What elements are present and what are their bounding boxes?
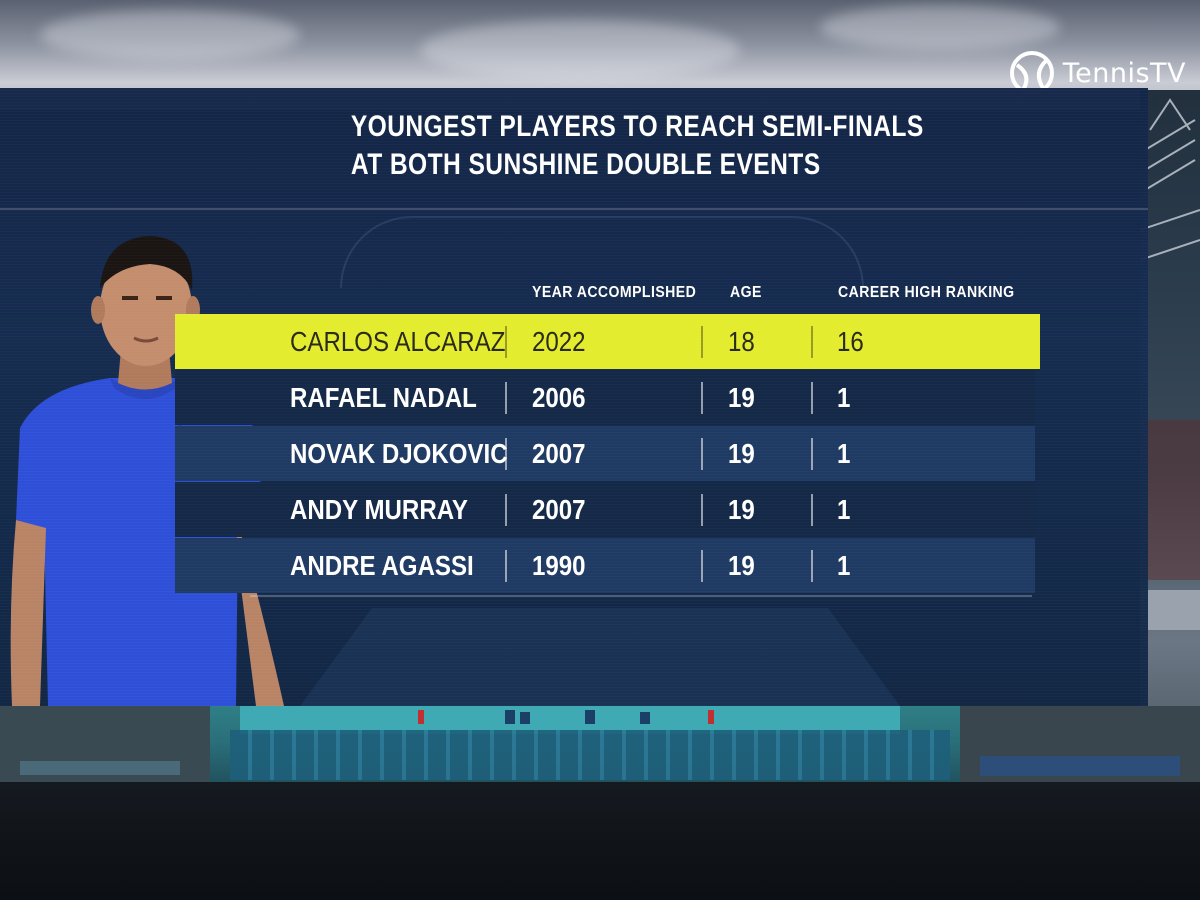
row-age: 19 xyxy=(728,494,755,525)
jumbotron-screen: YOUNGEST PLAYERS TO REACH SEMI-FINALS AT… xyxy=(0,88,1148,706)
row-year: 2022 xyxy=(532,326,586,357)
title-line-2: AT BOTH SUNSHINE DOUBLE EVENTS xyxy=(350,148,821,181)
row-age: 19 xyxy=(728,382,755,413)
stadium-stands xyxy=(230,730,950,780)
row-age: 19 xyxy=(728,438,755,469)
row-player: CARLOS ALCARAZ xyxy=(290,326,506,357)
stadium-structure xyxy=(1139,90,1200,780)
row-ranking: 1 xyxy=(837,382,851,413)
row-year: 1990 xyxy=(532,550,586,581)
tennis-tv-logo: TennisTV xyxy=(1009,48,1186,98)
row-year: 2007 xyxy=(532,494,586,525)
row-ranking: 1 xyxy=(837,438,851,469)
table-row: RAFAEL NADAL 2006 19 1 xyxy=(175,370,1035,425)
background-arch xyxy=(340,216,864,288)
row-player: ANDY MURRAY xyxy=(290,494,468,525)
table-row-highlighted: CARLOS ALCARAZ 2022 18 16 xyxy=(175,314,1040,369)
row-year: 2006 xyxy=(532,382,586,413)
room-floor xyxy=(0,782,1200,900)
row-ranking: 1 xyxy=(837,494,851,525)
row-year: 2007 xyxy=(532,438,586,469)
row-ranking: 16 xyxy=(837,326,864,357)
table-row: ANDY MURRAY 2007 19 1 xyxy=(175,482,1035,537)
graphic-title: YOUNGEST PLAYERS TO REACH SEMI-FINALS AT… xyxy=(350,108,924,184)
table-bottom-rule xyxy=(250,595,1032,597)
table-row: NOVAK DJOKOVIC 2007 19 1 xyxy=(175,426,1035,481)
row-player: RAFAEL NADAL xyxy=(290,382,477,413)
column-header-age: AGE xyxy=(730,284,762,301)
table-row: ANDRE AGASSI 1990 19 1 xyxy=(175,538,1035,593)
row-ranking: 1 xyxy=(837,550,851,581)
row-age: 19 xyxy=(728,550,755,581)
title-divider xyxy=(0,208,1148,210)
row-player: ANDRE AGASSI xyxy=(290,550,474,581)
column-header-ranking: CAREER HIGH RANKING xyxy=(838,284,1015,301)
row-age: 18 xyxy=(728,326,755,357)
logo-text: TennisTV xyxy=(1062,57,1186,89)
row-player: NOVAK DJOKOVIC xyxy=(290,438,508,469)
background-court xyxy=(300,608,900,706)
title-line-1: YOUNGEST PLAYERS TO REACH SEMI-FINALS xyxy=(350,110,924,143)
column-header-year: YEAR ACCOMPLISHED xyxy=(532,284,697,301)
